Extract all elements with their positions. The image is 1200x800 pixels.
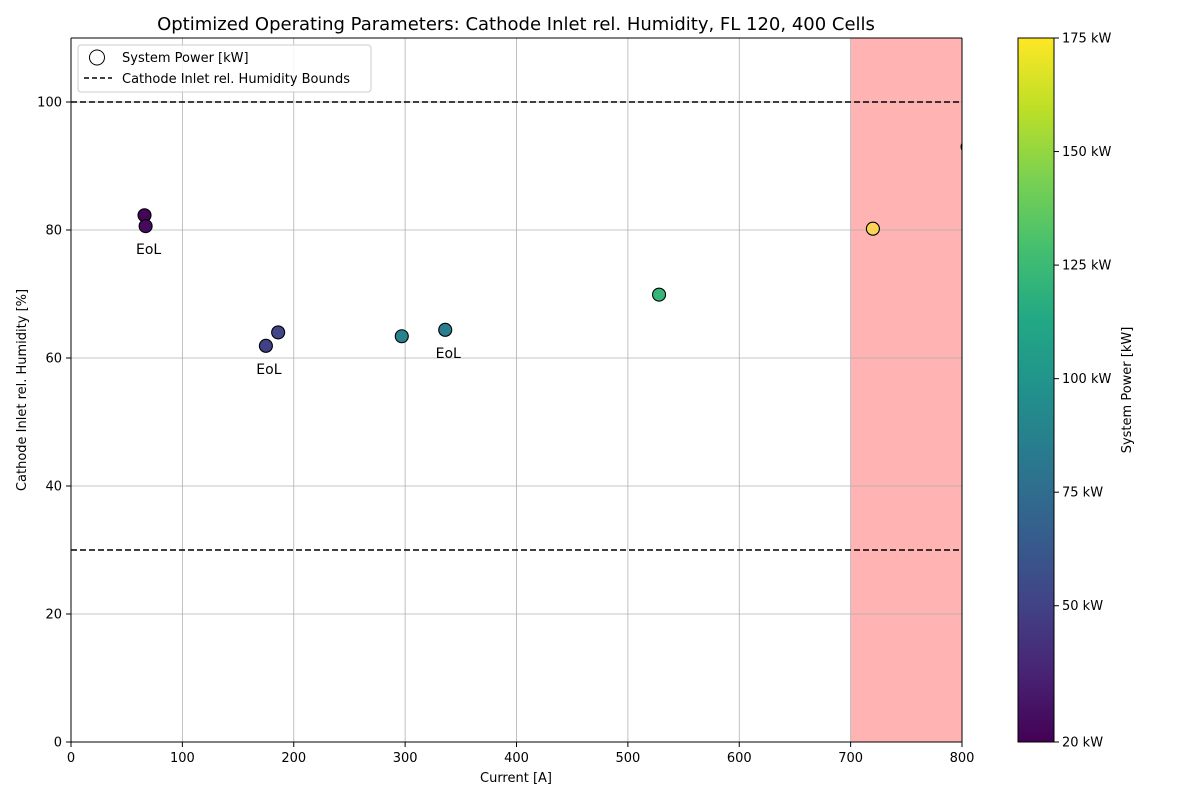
legend: System Power [kW] Cathode Inlet rel. Hum… [77, 44, 372, 93]
y-tick-label: 20 [45, 608, 62, 623]
x-tick-label: 300 [393, 751, 418, 766]
colorbar-tick-label: 20 kW [1062, 736, 1103, 751]
x-tick-label: 800 [950, 751, 975, 766]
legend-box [77, 44, 372, 93]
colorbar-tick-label: 75 kW [1062, 486, 1103, 501]
y-tick-label: 100 [37, 96, 62, 111]
colorbar-tick-label: 175 kW [1062, 32, 1111, 47]
colorbar-tick-label: 150 kW [1062, 145, 1111, 160]
data-point [271, 325, 286, 340]
data-point [258, 338, 273, 353]
y-axis-label: Cathode Inlet rel. Humidity [%] [15, 289, 30, 491]
x-tick-label: 0 [67, 751, 75, 766]
legend-marker-power [89, 49, 105, 66]
y-tick-label: 0 [54, 736, 62, 751]
x-axis-label: Current [A] [480, 771, 552, 786]
data-point [960, 142, 962, 152]
data-point [138, 219, 153, 234]
colorbar-gradient [1017, 37, 1055, 743]
data-point [652, 287, 667, 302]
colorbar-tick-label: 100 kW [1062, 372, 1111, 387]
colorbar-tick-label: 50 kW [1062, 599, 1103, 614]
shaded-region [850, 38, 962, 742]
legend-label-power: System Power [kW] [122, 51, 249, 66]
legend-label-bounds: Cathode Inlet rel. Humidity Bounds [122, 72, 350, 87]
x-tick-label: 400 [504, 751, 529, 766]
chart-title: Optimized Operating Parameters: Cathode … [157, 14, 875, 35]
colorbar-label: System Power [kW] [1120, 327, 1135, 454]
data-point [438, 322, 453, 337]
x-tick-label: 600 [727, 751, 752, 766]
x-tick-label: 500 [615, 751, 640, 766]
point-annotation: EoL [136, 242, 161, 258]
x-tick-label: 100 [170, 751, 195, 766]
point-annotation: EoL [256, 362, 281, 378]
y-tick-label: 40 [45, 480, 62, 495]
y-tick-label: 80 [45, 224, 62, 239]
x-tick-label: 200 [281, 751, 306, 766]
data-point [865, 221, 880, 236]
point-annotation: EoL [436, 346, 461, 362]
y-tick-label: 60 [45, 352, 62, 367]
colorbar-tick-label: 125 kW [1062, 259, 1111, 274]
x-tick-label: 700 [838, 751, 863, 766]
data-point [394, 329, 409, 344]
